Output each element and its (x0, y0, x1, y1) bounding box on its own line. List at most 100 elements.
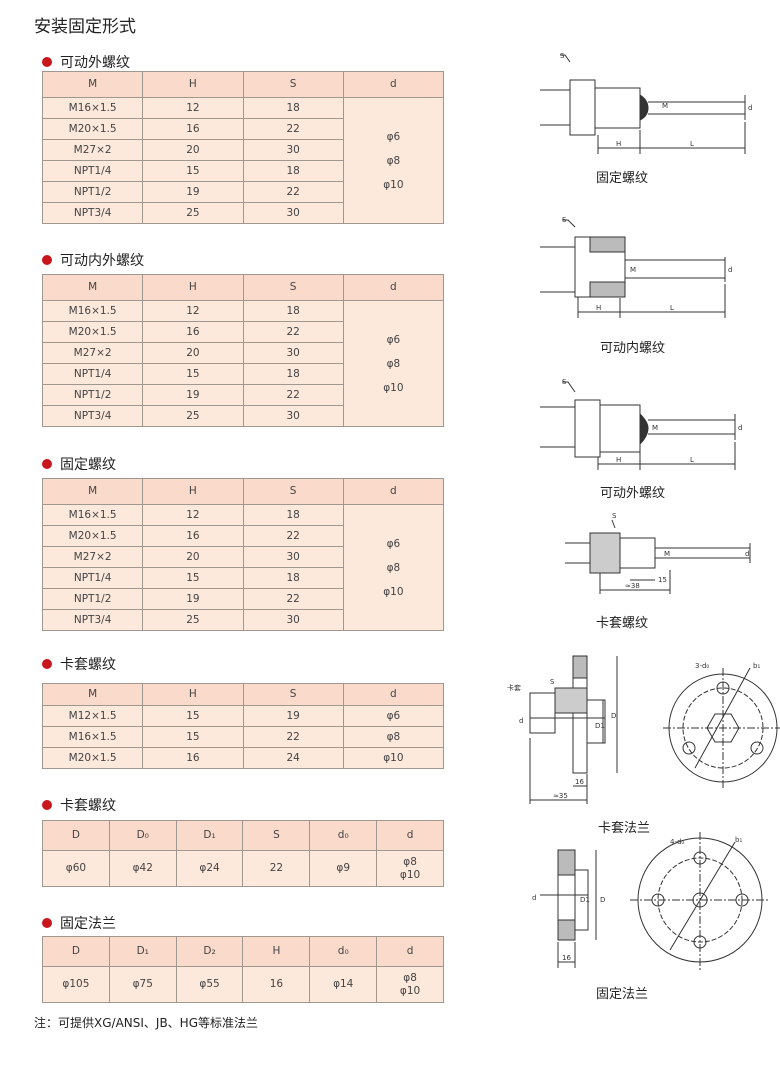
svg-text:M: M (664, 550, 670, 558)
diagram-ferrule-flange: 卡套 S d D1 D 16 ≈35 3-d₀ b₁ (507, 655, 780, 804)
svg-text:L: L (690, 140, 694, 148)
column-header: d₀ (309, 820, 378, 851)
diagram-caption: 卡套法兰 (598, 821, 651, 836)
table-cell: 30 (242, 342, 344, 364)
bullet-icon (42, 800, 52, 810)
column-header: H (142, 683, 244, 706)
table-cell: 22 (242, 118, 344, 140)
table-cell: M20×1.5 (41, 747, 144, 769)
svg-text:3-d₀: 3-d₀ (695, 662, 709, 670)
table-cell: M12×1.5 (41, 705, 144, 727)
column-header: S (242, 478, 344, 505)
table-row: M16×1.5 12 18 φ6 φ8 φ10 (41, 300, 445, 427)
table-cell: φ9 (309, 850, 378, 887)
table-cell: 25 (142, 405, 244, 427)
table-cell: 12 (142, 97, 244, 119)
table-cell: 22 (242, 726, 344, 748)
table-row: NPT1/2 19 22 (41, 181, 444, 203)
svg-text:b₁: b₁ (735, 836, 742, 844)
table-cell: 20 (142, 546, 244, 568)
table-cell: φ8 (342, 726, 445, 748)
table-cell: M16×1.5 (41, 97, 144, 119)
table-cell: NPT1/2 (41, 384, 144, 406)
column-header: M (41, 71, 144, 98)
column-header: d (376, 936, 444, 967)
column-header: M (41, 478, 144, 505)
diagram-caption: 固定法兰 (596, 987, 649, 1002)
section-heading: 卡套螺纹 (42, 795, 116, 815)
column-header: S (242, 683, 344, 706)
svg-text:H: H (616, 456, 621, 464)
diagram-ferrule-thread: S M d 15 ≈38 (565, 512, 751, 594)
column-header: H (242, 936, 311, 967)
table-cell: 16 (142, 321, 244, 343)
bullet-icon (42, 918, 52, 928)
column-header: D₀ (108, 820, 177, 851)
column-header: D₂ (175, 936, 244, 967)
table-cell: 18 (242, 97, 344, 119)
svg-text:M: M (662, 102, 668, 110)
d-value: φ6 (386, 537, 401, 550)
merged-d-cell: φ6 φ8 φ10 (342, 504, 445, 631)
table-cell: φ105 (42, 966, 110, 1003)
table-cell: φ14 (309, 966, 378, 1003)
table-row: NPT3/4 25 30 (41, 609, 444, 631)
bullet-icon (42, 255, 52, 265)
diagram-movable-female-thread: S M d H L (540, 216, 732, 318)
table-cell: 16 (142, 118, 244, 140)
column-header: D (42, 820, 110, 851)
svg-text:16: 16 (575, 778, 584, 786)
section-title: 固定螺纹 (60, 457, 116, 473)
section-title: 固定法兰 (60, 916, 116, 932)
table-row: M20×1.5 16 22 (41, 321, 444, 343)
table-cell: 15 (142, 567, 244, 589)
column-header: M (41, 683, 144, 706)
table-row: M20×1.5 16 24 φ10 (41, 747, 445, 769)
table-cell: NPT3/4 (41, 609, 144, 631)
svg-text:D: D (600, 896, 605, 904)
column-header: d (342, 274, 445, 301)
svg-text:16: 16 (562, 954, 571, 962)
svg-text:d: d (748, 104, 752, 112)
svg-text:≈35: ≈35 (553, 792, 568, 800)
table-cell: NPT1/4 (41, 363, 144, 385)
svg-text:L: L (670, 304, 674, 312)
svg-text:D1: D1 (580, 896, 590, 904)
svg-text:S: S (562, 216, 567, 224)
table-cell: 22 (242, 321, 344, 343)
table-cell: NPT1/2 (41, 588, 144, 610)
column-header: H (142, 71, 244, 98)
table-cell: 22 (242, 588, 344, 610)
table-cell: 30 (242, 202, 344, 224)
table-cell: φ24 (175, 850, 244, 887)
table-cell: φ8 φ10 (376, 850, 444, 887)
svg-text:15: 15 (658, 576, 667, 584)
svg-text:d: d (728, 266, 732, 274)
table-cell: 18 (242, 567, 344, 589)
column-header: H (142, 478, 244, 505)
section-heading: 可动内外螺纹 (42, 250, 144, 270)
svg-text:S: S (562, 378, 567, 386)
svg-text:d: d (745, 550, 749, 558)
section-heading: 固定法兰 (42, 913, 116, 933)
column-header: d (342, 71, 445, 98)
merged-d-cell: φ6 φ8 φ10 (342, 97, 445, 224)
bullet-icon (42, 57, 52, 67)
table-row: M16×1.5 12 18 φ6 φ8 φ10 (41, 97, 445, 224)
column-header: d (342, 683, 445, 706)
table-cell: φ75 (108, 966, 177, 1003)
table-cell: φ6 (342, 705, 445, 727)
svg-text:d: d (738, 424, 742, 432)
table-row: M27×2 20 30 (41, 546, 444, 568)
diagram-caption: 固定螺纹 (596, 171, 649, 186)
table-cell: 19 (142, 588, 244, 610)
table-cell: M27×2 (41, 546, 144, 568)
table-cell: φ55 (175, 966, 244, 1003)
table-row: NPT1/2 19 22 (41, 588, 444, 610)
column-header: H (142, 274, 244, 301)
